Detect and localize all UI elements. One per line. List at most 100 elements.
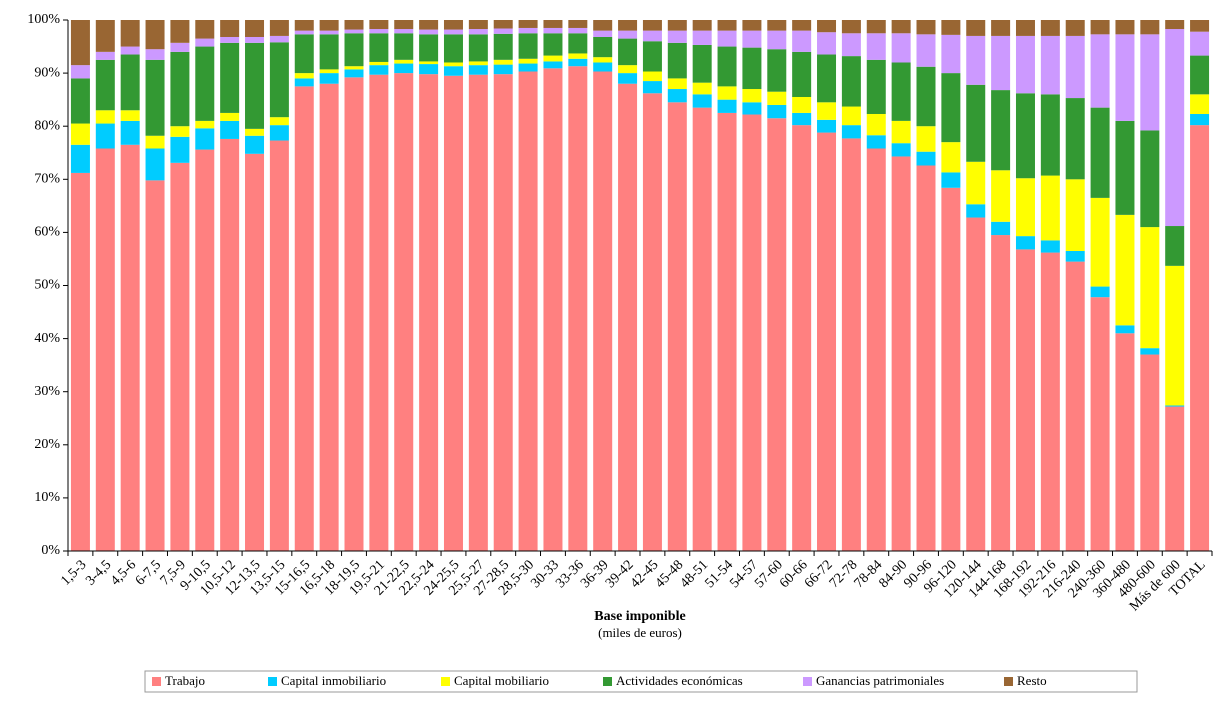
bar-segment (493, 28, 513, 34)
legend-label: Actividades económicas (616, 673, 743, 688)
bar-segment (220, 36, 240, 43)
x-tick-label: 60-66 (777, 557, 811, 591)
bar-segment (991, 20, 1011, 36)
bar-segment (568, 66, 588, 552)
x-axis-subtitle: (miles de euros) (598, 625, 682, 640)
bar-segment (916, 66, 936, 127)
bar-segment (245, 128, 265, 136)
x-tick-label: 57-60 (752, 557, 786, 591)
bar-segment (1015, 35, 1035, 94)
bar-segment (543, 33, 563, 56)
x-tick-label: 84-90 (877, 557, 911, 591)
bar-segment (742, 89, 762, 103)
bar-segment (792, 112, 812, 126)
bar-segment (468, 20, 488, 30)
bar-segment (294, 86, 314, 551)
bar-segment (618, 38, 638, 66)
bar-segment (245, 42, 265, 129)
bar-segment (866, 148, 886, 551)
bar-segment (767, 49, 787, 92)
bar-segment (1115, 34, 1135, 121)
bar-segment (817, 102, 837, 120)
bar-segment (195, 120, 215, 129)
bar-segment (220, 112, 240, 121)
x-tick-label: 6-7,5 (133, 557, 164, 588)
bar-segment (1040, 252, 1060, 551)
bar-segment (468, 61, 488, 66)
bar-segment (1165, 265, 1185, 406)
y-tick-label: 10% (34, 490, 60, 505)
bar-segment (120, 144, 140, 551)
bar-segment (1040, 20, 1060, 36)
bar-segment (518, 33, 538, 59)
bar-segment (667, 20, 687, 31)
bar-segment (866, 113, 886, 136)
bar-segment (120, 120, 140, 145)
bar-segment (742, 47, 762, 90)
bar-segment (543, 55, 563, 62)
bar-segment (717, 99, 737, 113)
bar-segment (1115, 333, 1135, 551)
bar-segment (593, 62, 613, 72)
bar-segment (742, 114, 762, 551)
bar-segment (319, 34, 339, 70)
bar-segment (543, 68, 563, 552)
bar-segment (443, 34, 463, 63)
bar-segment (767, 30, 787, 50)
bar-segment (245, 20, 265, 37)
bar-segment (1140, 348, 1160, 355)
bar-segment (792, 96, 812, 113)
bar-segment (394, 29, 414, 34)
bar-segment (120, 110, 140, 121)
bar-segment (717, 112, 737, 552)
bar-segment (1015, 93, 1035, 179)
bar-segment (1115, 214, 1135, 326)
y-tick-label: 40% (34, 331, 60, 346)
bar-segment (95, 20, 115, 52)
bar-segment (220, 138, 240, 551)
bar-segment (642, 41, 662, 72)
legend-box (144, 670, 1138, 693)
bar-segment (443, 75, 463, 551)
bar-segment (245, 153, 265, 551)
bar-segment (1115, 325, 1135, 334)
bar-segment (966, 20, 986, 36)
bar-segment (1015, 20, 1035, 36)
bar-segment (767, 20, 787, 31)
x-tick-label: 42-45 (628, 557, 662, 591)
y-tick-label: 70% (34, 172, 60, 187)
bar-segment (269, 35, 289, 43)
bar-segment (642, 71, 662, 82)
bar-segment (1140, 20, 1160, 35)
bar-segment (468, 29, 488, 35)
bar-segment (618, 83, 638, 551)
legend-swatch (1004, 677, 1013, 686)
bar-segment (916, 151, 936, 166)
bar-segment (170, 51, 190, 127)
bar-segment (667, 42, 687, 79)
bar-segment (767, 104, 787, 119)
bar-segment (170, 42, 190, 52)
bar-segment (369, 29, 389, 34)
bar-segment (95, 51, 115, 60)
x-tick-label: 78-84 (852, 557, 886, 591)
bar-segment (841, 138, 861, 551)
bar-segment (667, 78, 687, 90)
bar-segment (344, 66, 364, 70)
bar-segment (618, 73, 638, 84)
bar-segment (419, 74, 439, 552)
bar-segment (493, 20, 513, 29)
bar-segment (518, 63, 538, 72)
y-tick-label: 50% (34, 278, 60, 293)
bar-segment (941, 20, 961, 35)
x-tick-label: 51-54 (702, 557, 736, 591)
bar-segment (70, 144, 90, 173)
bar-segment (443, 20, 463, 30)
y-tick-label: 20% (34, 437, 60, 452)
bar-segment (642, 81, 662, 94)
x-axis-title: Base imponible (594, 609, 685, 624)
bar-segment (419, 34, 439, 62)
bar-segment (443, 66, 463, 76)
bar-segment (269, 125, 289, 141)
